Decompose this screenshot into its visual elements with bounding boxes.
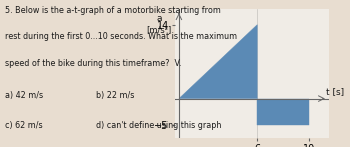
Text: [m/s²]: [m/s²] bbox=[147, 25, 172, 34]
Text: d) can't define using this graph: d) can't define using this graph bbox=[96, 121, 222, 130]
Text: speed of the bike during this timeframe?  V.: speed of the bike during this timeframe?… bbox=[5, 59, 182, 68]
Text: c) 62 m/s: c) 62 m/s bbox=[5, 121, 43, 130]
Polygon shape bbox=[257, 99, 309, 125]
Text: a) 42 m/s: a) 42 m/s bbox=[5, 91, 43, 100]
Text: b) 22 m/s: b) 22 m/s bbox=[96, 91, 135, 100]
Polygon shape bbox=[179, 25, 257, 99]
Text: 5. Below is the a-t-graph of a motorbike starting from: 5. Below is the a-t-graph of a motorbike… bbox=[5, 6, 221, 15]
Text: t [s]: t [s] bbox=[327, 87, 344, 96]
Text: a: a bbox=[156, 14, 162, 23]
Text: rest during the first 0...10 seconds. What is the maximum: rest during the first 0...10 seconds. Wh… bbox=[5, 32, 237, 41]
